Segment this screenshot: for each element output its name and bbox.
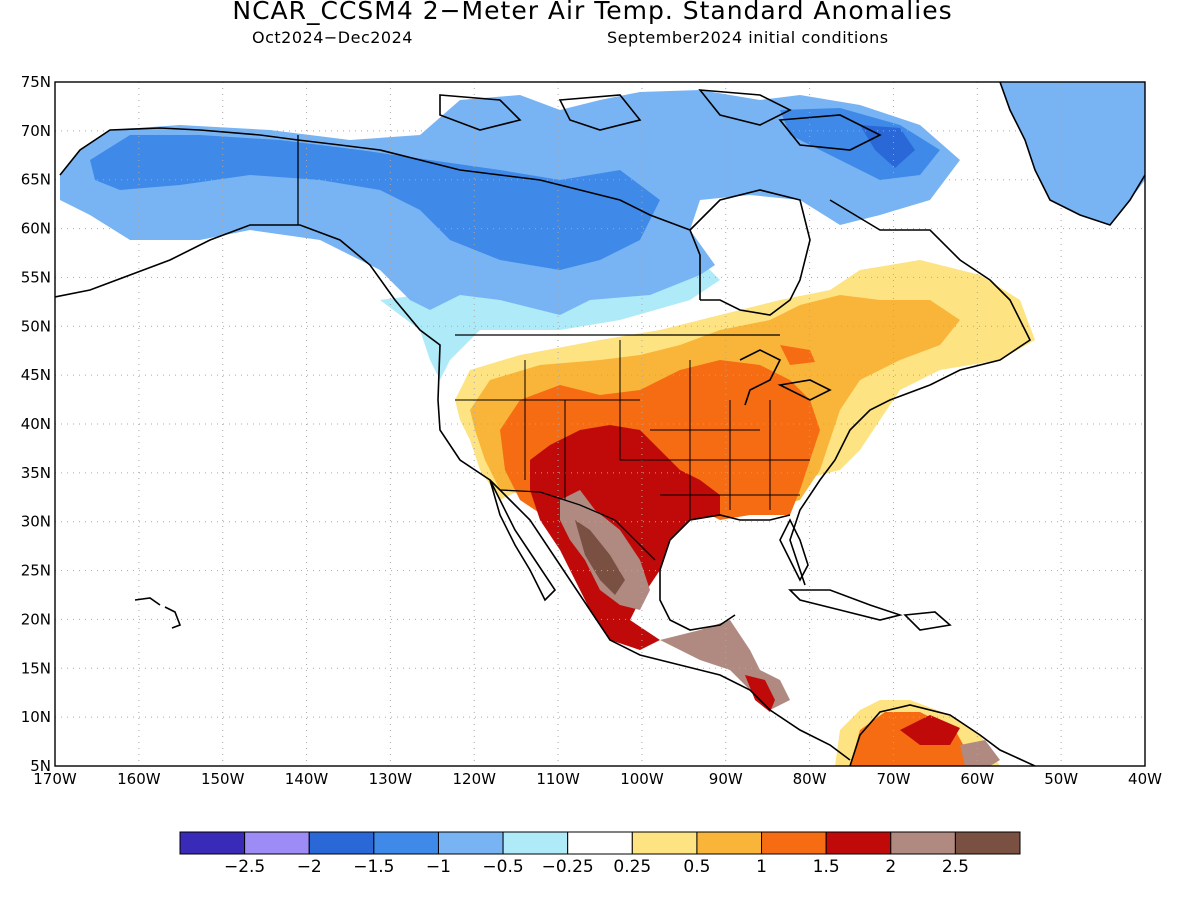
latitude-labels: 75N 70N 65N 60N 55N 50N 45N 40N 35N 30N 25N 20N 15N 1…: [21, 73, 51, 775]
longitude-label: 150W: [201, 770, 245, 788]
latitude-label: 65N: [21, 171, 51, 189]
legend-color-swatch: [631, 831, 698, 855]
legend-label: 0.5: [683, 857, 710, 877]
greenland-coast: [999, 82, 1145, 226]
initial-conditions: September2024 initial conditions: [607, 28, 889, 47]
longitude-label: 70W: [877, 770, 911, 788]
coastlines: [55, 82, 1145, 766]
legend-color-swatch: [373, 831, 439, 855]
alaska-north-coast: [59, 127, 299, 176]
labrador-coast: [829, 199, 1032, 386]
cold-anomaly-medium-blue: [90, 135, 660, 270]
alaska-coast: [55, 224, 441, 401]
latitude-label: 20N: [21, 610, 51, 628]
gulf-coast: [659, 514, 791, 631]
political-boundaries: [297, 135, 810, 561]
latitude-label: 5N: [30, 757, 51, 775]
hawaii: [134, 597, 182, 629]
legend-color-swatch: [567, 831, 633, 855]
legend-color-swatch: [954, 831, 1021, 855]
latitude-label: 70N: [21, 122, 51, 140]
cold-anomaly-greenland: [1000, 82, 1145, 225]
legend-label: 2.5: [942, 857, 969, 877]
longitude-label: 100W: [620, 770, 664, 788]
warm-anomaly-south-america-brown: [960, 740, 1000, 766]
legend-label: 1.5: [813, 857, 840, 877]
legend-color-swatch: [825, 831, 892, 855]
latitude-label: 40N: [21, 415, 51, 433]
arctic-islands: [439, 89, 882, 151]
legend-color-swatch: [761, 831, 827, 855]
longitude-label: 160W: [117, 770, 161, 788]
legend-label: −0.5: [482, 857, 523, 877]
legend-label: −0.25: [542, 857, 594, 877]
map-title: NCAR_CCSM4 2−Meter Air Temp. Standard An…: [232, 0, 953, 25]
plot-frame: [54, 81, 1146, 767]
latitude-label: 75N: [21, 73, 51, 91]
forecast-period: Oct2024−Dec2024: [252, 28, 413, 47]
great-lakes: [739, 349, 832, 406]
cold-anomaly-dark-blue: [860, 125, 915, 168]
longitude-label: 50W: [1044, 770, 1078, 788]
latitude-label: 25N: [21, 562, 51, 580]
latitude-label: 30N: [21, 513, 51, 531]
longitude-label: 90W: [709, 770, 743, 788]
legend-color-swatch: [890, 831, 956, 855]
longitude-label: 120W: [452, 770, 496, 788]
cuba: [788, 589, 903, 621]
legend-label: −1: [426, 857, 451, 877]
south-america-coast: [849, 704, 1036, 766]
state-lines: [455, 340, 810, 520]
legend-color-swatch: [244, 831, 310, 855]
latitude-label: 10N: [21, 708, 51, 726]
latitude-label: 55N: [21, 268, 51, 286]
longitude-label: 130W: [369, 770, 413, 788]
hudson-bay: [689, 189, 811, 316]
us-east-coast: [789, 384, 931, 586]
longitude-label: 170W: [33, 770, 77, 788]
longitude-label: 80W: [793, 770, 827, 788]
legend-color-swatch: [308, 831, 375, 855]
legend-label: −2: [297, 857, 322, 877]
warm-anomaly-central-america-red: [745, 675, 775, 712]
us-mexico-border: [499, 489, 656, 561]
legend-label: 1: [756, 857, 767, 877]
legend-color-swatch: [696, 831, 763, 855]
longitude-label: 40W: [1128, 770, 1162, 788]
longitude-labels: 170W 160W 150W 140W 130W 120W 110W 100W 90W 80W 70…: [33, 770, 1162, 788]
longitude-label: 110W: [536, 770, 580, 788]
baja-california: [489, 479, 557, 602]
legend-color-swatch: [179, 831, 246, 855]
legend-color-swatch: [437, 831, 504, 855]
latitude-label: 50N: [21, 317, 51, 335]
legend-color-swatch: [502, 831, 569, 855]
mexico-pacific-coast: [437, 399, 851, 761]
longitude-label: 140W: [285, 770, 329, 788]
longitude-label: 60W: [960, 770, 994, 788]
latitude-label: 45N: [21, 366, 51, 384]
warm-anomaly-dark-brown: [575, 520, 625, 595]
latitude-label: 35N: [21, 464, 51, 482]
legend-label: −2.5: [224, 857, 265, 877]
color-legend: −2.5 −2 −1.5 −1 −0.5 −0.25 0.25 0.5 1 1.5 2 2.5: [179, 831, 1021, 877]
warm-anomaly-south-america-red: [900, 715, 960, 745]
legend-label: −1.5: [353, 857, 394, 877]
hispaniola: [903, 611, 952, 631]
florida: [779, 518, 809, 582]
latitude-label: 15N: [21, 659, 51, 677]
graticule: [55, 82, 1145, 766]
legend-label: 2: [885, 857, 896, 877]
warm-anomaly-dark-orange-2: [780, 345, 815, 365]
latitude-label: 60N: [21, 220, 51, 238]
anomaly-field: [60, 82, 1145, 766]
legend-label: 0.25: [613, 857, 651, 877]
